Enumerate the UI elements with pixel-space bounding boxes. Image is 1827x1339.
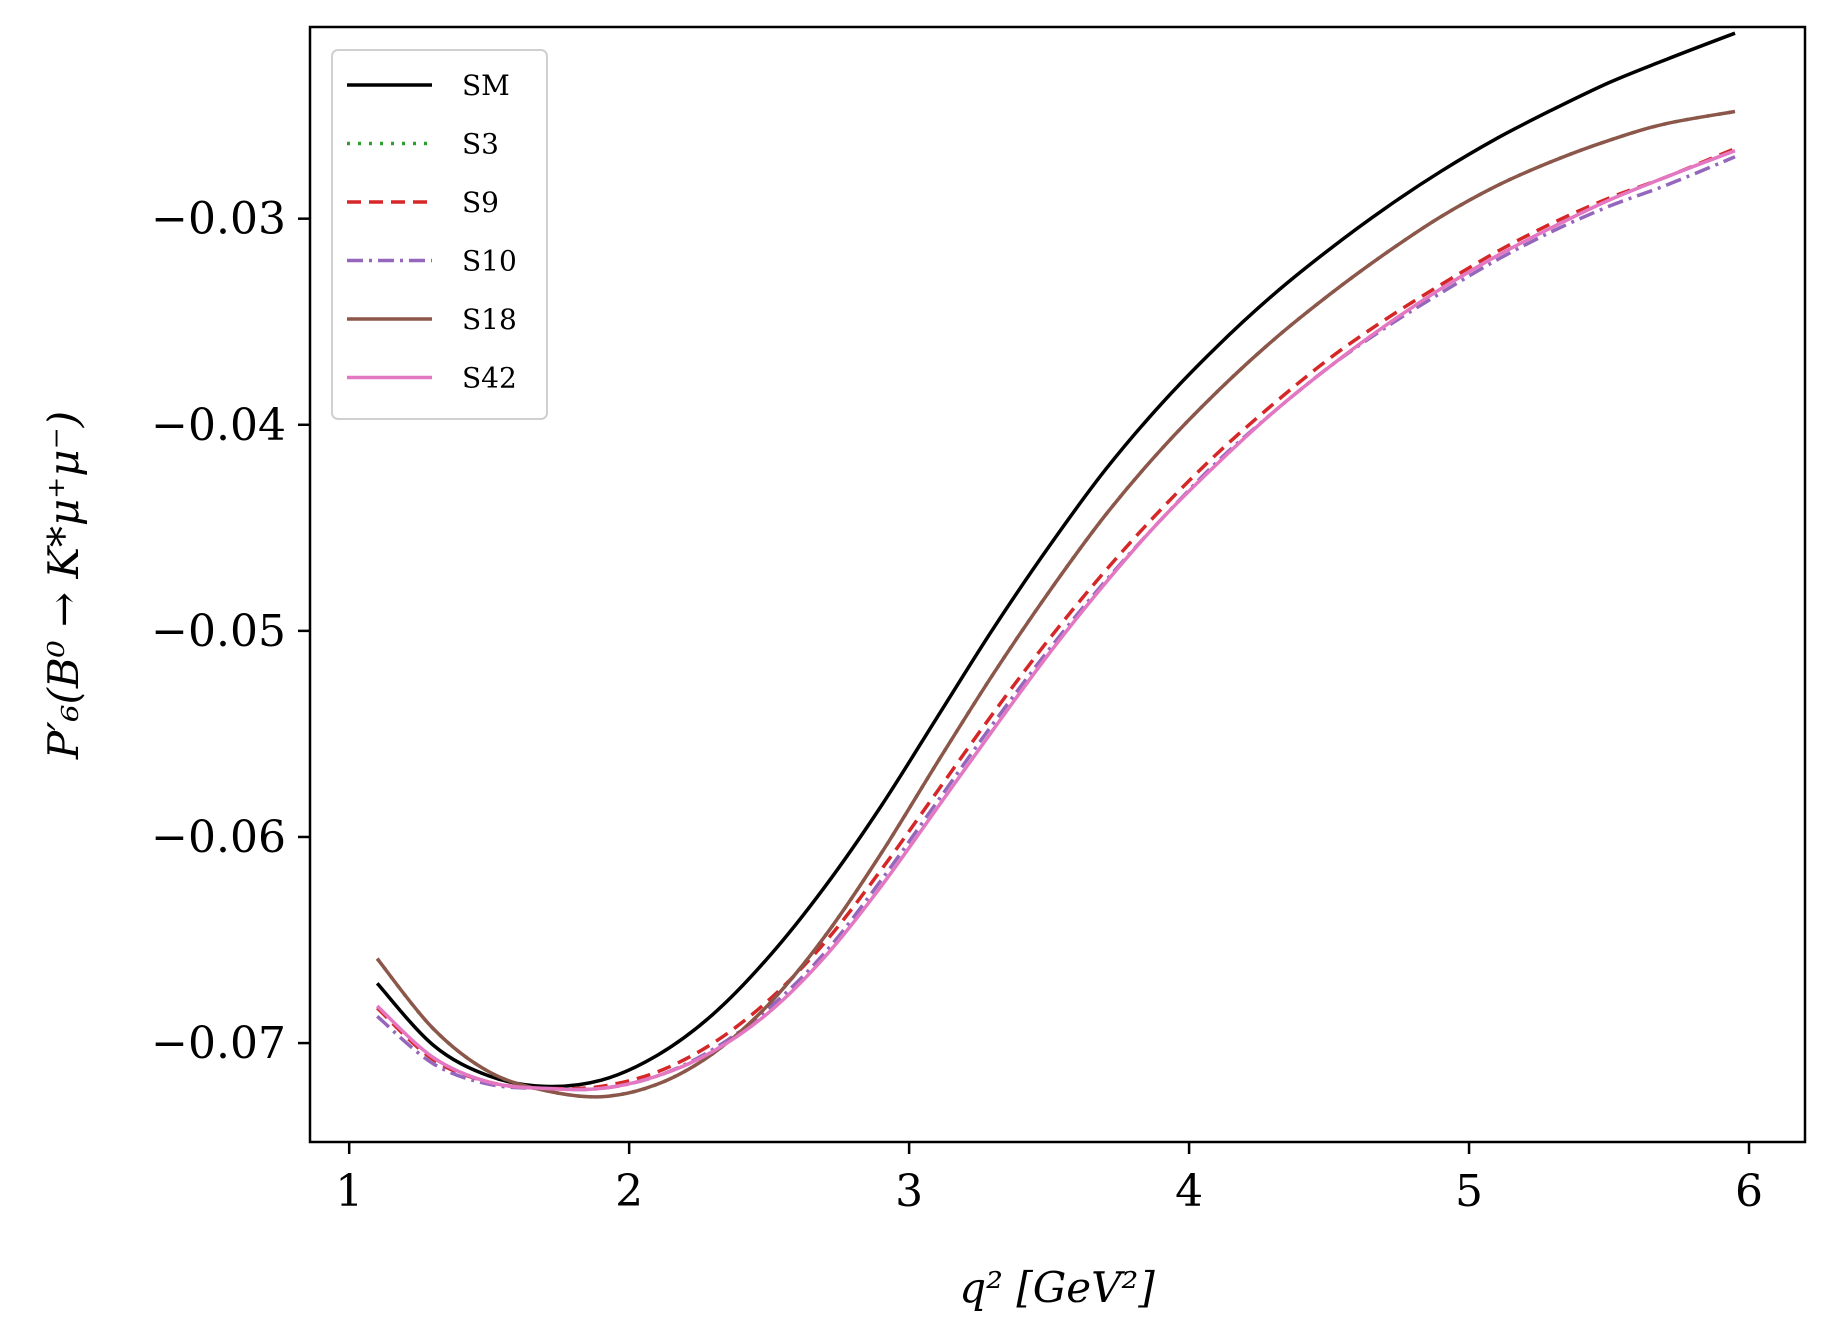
series-line-s18 — [375, 109, 1736, 1099]
x-tick-label: 2 — [615, 1166, 643, 1217]
x-tick-label: 1 — [335, 1166, 363, 1217]
x-tick-label: 3 — [895, 1166, 923, 1217]
legend-label-s10: S10 — [462, 245, 517, 278]
y-axis-ticks: −0.07 −0.06 −0.05 −0.04 −0.03 — [151, 194, 310, 1069]
x-axis-label: q² [GeV²] — [959, 1263, 1155, 1312]
legend-box — [331, 49, 548, 420]
y-tick-label: −0.07 — [151, 1018, 286, 1069]
legend: SM S3 S9 S10 S18 S42 — [331, 49, 548, 420]
series-line-s42 — [376, 149, 1736, 1092]
y-tick-label: −0.04 — [151, 400, 286, 451]
x-tick-label: 5 — [1455, 1166, 1483, 1217]
x-tick-label: 4 — [1175, 1166, 1203, 1217]
plot-frame — [308, 25, 1807, 1144]
legend-label-s3: S3 — [462, 128, 499, 161]
legend-label-s9: S9 — [462, 186, 499, 219]
x-axis-ticks: 1 2 3 4 5 6 — [335, 1142, 1763, 1217]
legend-label-s42: S42 — [462, 362, 517, 395]
x-tick-label: 6 — [1735, 1166, 1763, 1217]
series-line-sm — [375, 31, 1736, 1089]
series-layer — [375, 31, 1736, 1099]
y-axis-label: P′₆(B⁰ → K*μ⁺μ⁻) — [39, 411, 88, 760]
legend-label-sm: SM — [462, 69, 510, 102]
series-line-s9 — [376, 146, 1736, 1091]
y-tick-label: −0.05 — [151, 606, 286, 657]
y-tick-label: −0.06 — [151, 812, 286, 863]
legend-label-s18: S18 — [462, 303, 517, 336]
y-tick-label: −0.03 — [151, 194, 286, 245]
